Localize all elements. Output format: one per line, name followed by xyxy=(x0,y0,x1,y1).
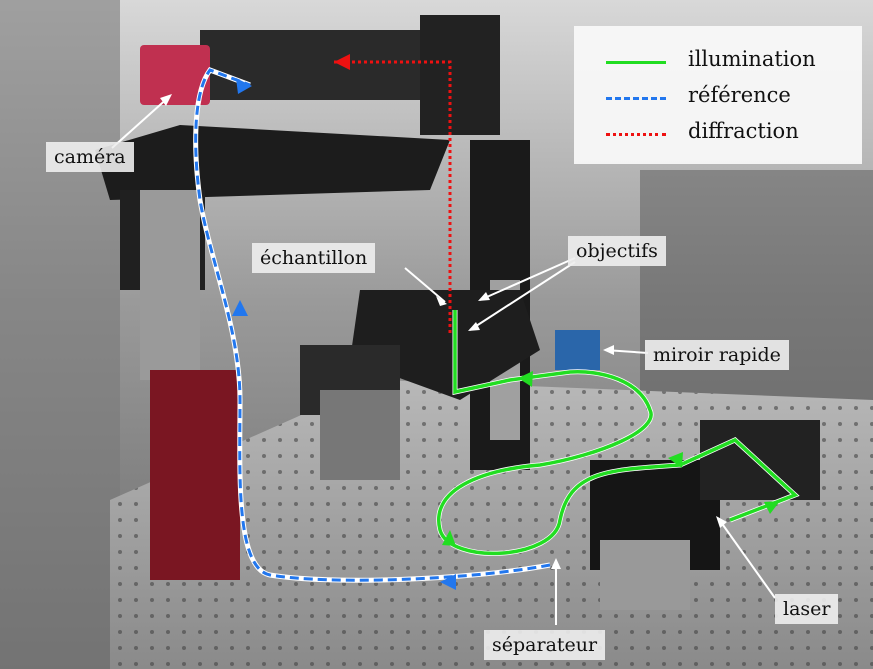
illumination-arrowhead-right xyxy=(668,452,683,468)
left-post xyxy=(140,190,200,380)
laser-label: laser xyxy=(775,594,839,624)
diffraction-arrowhead xyxy=(334,54,350,70)
illumination-beam-path xyxy=(436,310,799,556)
sample-label: échantillon xyxy=(252,243,376,273)
fast-mirror-label: miroir rapide xyxy=(645,340,789,370)
objectives-label: objectifs xyxy=(568,236,666,266)
legend-item-diffraction: diffraction xyxy=(574,118,862,148)
splitter-label: séparateur xyxy=(484,630,606,660)
illumination-arrowhead-loop xyxy=(442,530,456,546)
legend-label-reference: référence xyxy=(688,83,791,107)
legend-swatch-illumination xyxy=(606,61,666,64)
pointer-arrowheads xyxy=(160,94,727,569)
camera-body xyxy=(140,45,210,105)
diffraction-beam-path xyxy=(334,60,452,333)
legend-label-diffraction: diffraction xyxy=(688,119,799,143)
legend-label-illumination: illumination xyxy=(688,47,816,71)
reference-beam-path xyxy=(194,68,551,582)
legend: illumination référence diffraction xyxy=(574,26,862,164)
illumination-arrowhead-mirror xyxy=(518,371,533,387)
top-breadboard xyxy=(95,125,450,200)
legend-item-illumination: illumination xyxy=(574,46,862,76)
reference-arrowhead-left xyxy=(232,300,248,316)
red-translation-stage xyxy=(150,370,240,580)
reference-arrowhead-bottom xyxy=(440,574,456,590)
reference-arrowhead-top xyxy=(236,78,252,94)
label-pointers xyxy=(111,95,776,625)
illumination-arrowhead-laser xyxy=(764,501,780,514)
fast-mirror-body xyxy=(555,330,600,370)
legend-swatch-reference xyxy=(606,97,666,100)
legend-item-reference: référence xyxy=(574,82,862,112)
camera-label: caméra xyxy=(46,142,134,172)
legend-swatch-diffraction xyxy=(606,133,666,136)
